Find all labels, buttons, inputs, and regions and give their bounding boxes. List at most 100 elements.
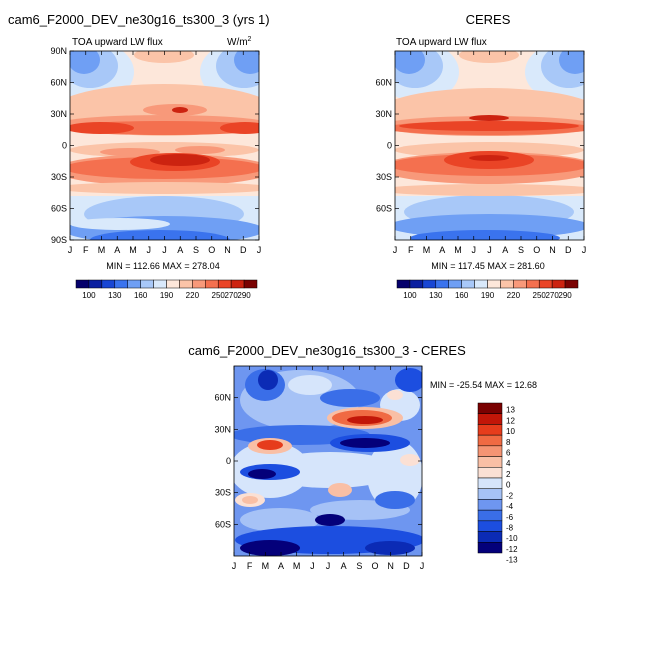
x-tick-label: J	[232, 561, 237, 571]
colorbar-label: 130	[429, 291, 443, 300]
x-tick-label: A	[439, 245, 445, 255]
colorbar-label: 160	[134, 291, 148, 300]
colorbar-label: 190	[481, 291, 495, 300]
colorbar-label: -10	[506, 534, 518, 543]
colorbar-label: 160	[455, 291, 469, 300]
colorbar-swatch	[477, 467, 503, 479]
y-tick-label: 30S	[215, 488, 231, 498]
colorbar-label: 10	[506, 427, 515, 436]
colorbar-swatch	[477, 509, 503, 522]
colorbar-label: -4	[506, 502, 514, 511]
colorbar-label: 250	[533, 291, 547, 300]
x-tick-label: O	[371, 561, 378, 571]
colorbar-swatch	[409, 279, 424, 289]
x-tick-label: S	[518, 245, 524, 255]
colorbar-swatch	[114, 279, 128, 289]
colorbar-swatch	[538, 279, 553, 289]
x-tick-label: M	[454, 245, 462, 255]
x-tick-label: M	[262, 561, 270, 571]
model-colorbar: 100 130 160 190 220 250 270 290	[75, 279, 258, 300]
x-tick-label: A	[502, 245, 508, 255]
x-tick-label: O	[208, 245, 215, 255]
x-tick-label: N	[224, 245, 231, 255]
ceres-field	[395, 51, 584, 240]
diff-field	[234, 366, 422, 556]
y-tick-label: 60N	[214, 393, 231, 403]
y-tick-label: 30S	[51, 172, 67, 182]
colorbar-label: -8	[506, 524, 514, 533]
x-tick-label: D	[403, 561, 410, 571]
colorbar-label: 12	[506, 416, 515, 425]
colorbar-swatch	[435, 279, 449, 289]
colorbar-label: 100	[403, 291, 417, 300]
colorbar-swatch	[217, 279, 232, 289]
panel-model-stats: MIN = 112.66 MAX = 278.04	[106, 261, 219, 271]
y-tick-label: 60S	[376, 204, 392, 214]
colorbar-swatch	[474, 279, 488, 289]
colorbar-swatch	[448, 279, 462, 289]
colorbar-swatch	[477, 445, 503, 457]
colorbar-swatch	[477, 456, 503, 468]
colorbar-swatch	[101, 279, 116, 289]
panel-diff-title: cam6_F2000_DEV_ne30g16_ts300_3 - CERES	[188, 343, 466, 358]
colorbar-swatch	[153, 279, 167, 289]
colorbar-swatch	[396, 279, 411, 289]
y-tick-label: 30N	[50, 109, 67, 119]
colorbar-swatch	[230, 279, 245, 289]
colorbar-label: 4	[506, 459, 511, 468]
colorbar-label: 290	[237, 291, 251, 300]
colorbar-swatch	[422, 279, 437, 289]
colorbar-label: -6	[506, 513, 514, 522]
colorbar-label: 2	[506, 470, 511, 479]
colorbar-swatch	[477, 520, 503, 532]
colorbar-label: -13	[506, 556, 518, 565]
panel-diff: cam6_F2000_DEV_ne30g16_ts300_3 - CERES	[188, 343, 537, 571]
x-tick-label: A	[341, 561, 347, 571]
colorbar-label: 290	[558, 291, 572, 300]
colorbar-swatch	[513, 279, 527, 289]
x-tick-label: D	[240, 245, 247, 255]
colorbar-swatch	[166, 279, 180, 289]
colorbar-swatch	[140, 279, 154, 289]
x-tick-label: M	[423, 245, 431, 255]
x-tick-label: J	[162, 245, 167, 255]
x-tick-label: S	[356, 561, 362, 571]
colorbar-swatch	[477, 488, 503, 500]
y-tick-label: 0	[387, 141, 392, 151]
y-tick-label: 30N	[375, 109, 392, 119]
colorbar-label: 6	[506, 449, 511, 458]
colorbar-label: 8	[506, 438, 511, 447]
colorbar-swatch	[487, 279, 501, 289]
panel-ceres-title: CERES	[466, 12, 511, 27]
x-tick-label: J	[257, 245, 262, 255]
colorbar-swatch	[461, 279, 475, 289]
colorbar-label: 0	[506, 481, 511, 490]
colorbar-swatch	[179, 279, 193, 289]
x-tick-label: J	[147, 245, 152, 255]
x-tick-label: A	[177, 245, 183, 255]
x-tick-label: M	[98, 245, 106, 255]
panel-model-units: W/m2	[227, 36, 252, 48]
x-tick-label: M	[129, 245, 137, 255]
y-tick-label: 60S	[215, 519, 231, 529]
y-tick-label: 0	[62, 141, 67, 151]
colorbar-label: 220	[186, 291, 200, 300]
x-tick-label: J	[310, 561, 315, 571]
colorbar-swatch	[477, 424, 503, 436]
colorbar-swatch	[477, 477, 503, 489]
colorbar-swatch	[205, 279, 219, 289]
x-tick-label: S	[193, 245, 199, 255]
x-tick-label: N	[549, 245, 556, 255]
y-tick-label: 30S	[376, 172, 392, 182]
x-tick-label: A	[114, 245, 120, 255]
colorbar-swatch	[564, 279, 579, 289]
y-tick-label: 0	[226, 456, 231, 466]
colorbar-swatch	[192, 279, 206, 289]
colorbar-swatch	[75, 279, 90, 289]
colorbar-label: 190	[160, 291, 174, 300]
